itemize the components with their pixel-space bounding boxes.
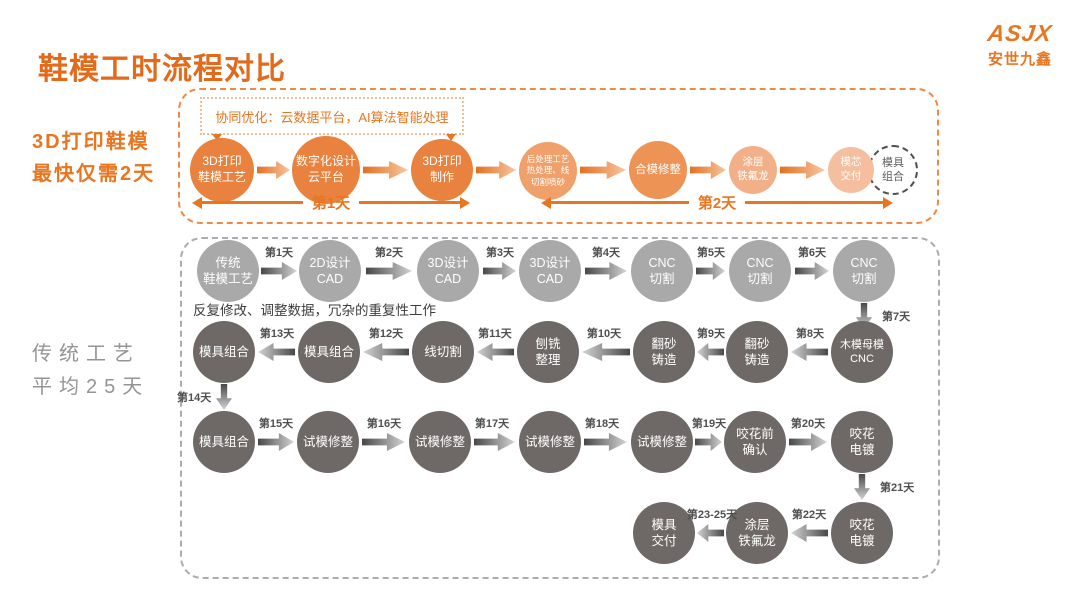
- trad-step-r1-5: CNC 切割: [631, 240, 693, 302]
- trad-step-r2-5: 翻砂 铸造: [633, 321, 695, 383]
- day-label: 第5天: [696, 247, 726, 259]
- day-label: 第12天: [368, 328, 404, 340]
- print-step-6: 涂层 铁氟龙: [729, 146, 777, 194]
- day-label: 第11天: [478, 328, 512, 340]
- trad-step-r1-3: 3D设计 CAD: [417, 240, 479, 302]
- page-title: 鞋模工时流程对比: [38, 53, 286, 87]
- print-step-4: 后处理工艺热处理、线切割喷砂: [519, 142, 577, 200]
- day-label: 第3天: [485, 247, 515, 259]
- day-label: 第10天: [586, 328, 622, 340]
- logo-name: 安世九鑫: [987, 51, 1052, 68]
- print-step-1: 3D打印 鞋模工艺: [190, 138, 254, 202]
- trad-step-r2-4: 刨铣 整理: [517, 321, 579, 383]
- day-label: 第15天: [258, 418, 294, 430]
- trad-step-r1-4: 3D设计 CAD: [519, 240, 581, 302]
- day-label: 第14天: [177, 392, 212, 404]
- day2-span-arrow: 第2天: [549, 192, 885, 213]
- trad-step-r3-2: 试模修整: [297, 411, 359, 473]
- day-label: 第2天: [374, 247, 404, 259]
- day-label: 第22天: [791, 509, 827, 521]
- print-step-7: 模芯 交付: [828, 147, 874, 193]
- trad-step-r2-2: 模具组合: [298, 321, 360, 383]
- trad-step-r3-3: 试模修整: [409, 411, 471, 473]
- trad-step-r3-6: 咬花前 确认: [724, 411, 786, 473]
- traditional-side-label: 传统工艺 平均25天: [32, 343, 150, 398]
- day-label: 第7天: [882, 311, 911, 323]
- day-label: 第18天: [584, 418, 620, 430]
- day-label: 第17天: [474, 418, 510, 430]
- span-line-left-icon: [549, 201, 689, 204]
- print-side-label: 3D打印鞋模 最快仅需2天: [32, 131, 156, 185]
- day1-span-label: 第1天: [311, 195, 351, 212]
- triangle-down-icon: [212, 134, 222, 141]
- trad-step-r4-2: 涂层 铁氟龙: [726, 502, 788, 564]
- traditional-process-box: [180, 237, 940, 579]
- trad-step-r3-1: 模具组合: [193, 411, 255, 473]
- trad-step-r3-5: 试模修整: [631, 411, 693, 473]
- logo: ASJX 安世九鑫: [968, 20, 1072, 69]
- print-step-5: 合模修整: [629, 141, 687, 199]
- triangle-down-icon: [446, 134, 456, 141]
- span-line-left-icon: [200, 201, 303, 204]
- print-step-8: 模具 组合: [868, 145, 918, 195]
- print-step-2: 数字化设计 云平台: [292, 136, 360, 204]
- trad-step-r4-1: 模具 交付: [633, 502, 695, 564]
- print-process-box: [178, 88, 939, 224]
- trad-step-r3-7: 咬花 电镀: [831, 411, 893, 473]
- span-line-right-icon: [745, 201, 885, 204]
- trad-step-r1-7: CNC 切割: [833, 240, 895, 302]
- day-label: 第19天: [691, 418, 727, 430]
- trad-step-r1-2: 2D设计 CAD: [299, 240, 361, 302]
- trad-step-r2-1: 模具组合: [193, 321, 255, 383]
- trad-step-r3-4: 试模修整: [519, 411, 581, 473]
- day-label: 第9天: [696, 328, 726, 340]
- trad-step-r4-3: 咬花 电镀: [831, 502, 893, 564]
- trad-step-r2-6: 翻砂 铸造: [726, 321, 788, 383]
- day-label: 第4天: [591, 247, 621, 259]
- trad-step-r1-1: 传统 鞋模工艺: [197, 240, 259, 302]
- span-line-right-icon: [359, 201, 462, 204]
- day-label: 第16天: [366, 418, 402, 430]
- trad-step-r2-7: 木模母模 CNC: [831, 321, 893, 383]
- trad-step-r1-6: CNC 切割: [729, 240, 791, 302]
- annotation-box: 协同优化：云数据平台，AI算法智能处理: [200, 97, 464, 135]
- day-label: 第21天: [880, 482, 915, 494]
- day-label: 第1天: [264, 247, 294, 259]
- day-label: 第6天: [797, 247, 827, 259]
- print-step-3: 3D打印 制作: [411, 139, 473, 201]
- day2-span-label: 第2天: [697, 195, 737, 212]
- day-label: 第13天: [259, 328, 295, 340]
- day-label: 第8天: [795, 328, 825, 340]
- rework-note: 反复修改、调整数据，冗杂的重复性工作: [193, 303, 436, 318]
- day1-span-arrow: 第1天: [200, 192, 462, 213]
- logo-mark-icon: ASJX: [986, 20, 1054, 46]
- day-label: 第23-25天: [686, 509, 738, 521]
- trad-step-r2-3: 线切割: [412, 321, 474, 383]
- day-label: 第20天: [790, 418, 826, 430]
